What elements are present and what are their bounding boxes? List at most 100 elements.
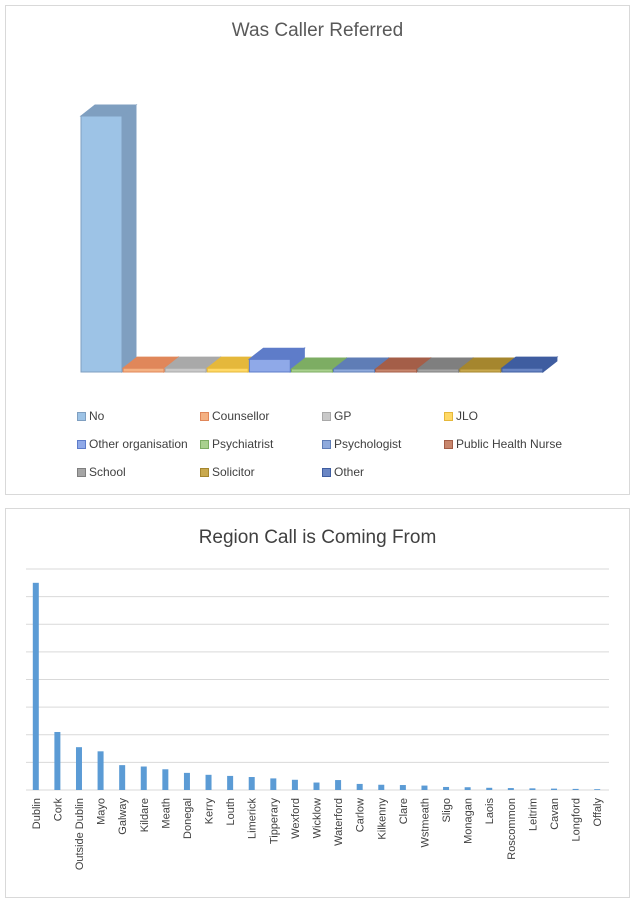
bar [421, 785, 428, 790]
tick-label: Cork [52, 798, 64, 822]
bar [79, 103, 138, 374]
bar [140, 766, 147, 790]
legend-swatch [77, 411, 86, 421]
tick-label: Offaly [592, 798, 604, 827]
legend-item: Public Health Nurse [444, 437, 562, 451]
bar [75, 747, 82, 790]
tick-label: Outside Dublin [74, 798, 86, 870]
legend-swatch [444, 411, 453, 421]
bar [119, 765, 126, 790]
legend-item: School [77, 465, 126, 479]
legend-item: JLO [444, 409, 478, 423]
bar [248, 777, 255, 790]
bar [313, 782, 320, 790]
bar-front [501, 367, 544, 373]
tick-label: Laois [484, 798, 496, 825]
tick-label: Cavan [549, 798, 561, 830]
bar-front [248, 358, 291, 373]
legend-label: Solicitor [212, 465, 255, 479]
tick-label: Mayo [96, 798, 108, 825]
legend-swatch [444, 439, 453, 449]
region-chart-panel: Region Call is Coming From Dublin Cork Out… [5, 508, 630, 898]
bar [54, 731, 61, 790]
tick-label: Meath [160, 798, 172, 829]
bar [378, 784, 385, 790]
referral-chart-panel: Was Caller Referred No Counsellor GP JLO Oth… [5, 5, 630, 495]
legend-swatch [200, 411, 209, 421]
tick-label: Tipperary [268, 798, 280, 845]
legend-item: Other organisation [77, 437, 188, 451]
bar [399, 785, 406, 790]
legend-swatch [200, 439, 209, 449]
legend-label: Psychologist [334, 437, 402, 451]
tick-label: Limerick [247, 798, 259, 839]
tick-label: Kilkenny [376, 798, 388, 840]
legend-label: School [89, 465, 126, 479]
legend-label: Counsellor [212, 409, 270, 423]
tick-label: Roscommon [506, 798, 518, 860]
bar [572, 788, 579, 790]
legend-item: GP [322, 409, 351, 423]
bar [270, 778, 277, 790]
bar [183, 772, 190, 790]
bar [356, 783, 363, 790]
tick-label: Kerry [204, 798, 216, 825]
tick-label: Wexford [290, 798, 302, 839]
tick-label: Donegal [182, 798, 194, 839]
referral-chart-plot [79, 103, 559, 374]
bar [227, 775, 234, 790]
tick-label: Galway [117, 798, 129, 835]
bar [97, 751, 104, 790]
bar-front [164, 367, 207, 373]
bar [486, 787, 493, 790]
legend-item: Counsellor [200, 409, 269, 423]
tick-label: Clare [398, 798, 410, 824]
legend-label: Psychiatrist [212, 437, 274, 451]
legend-item: Psychologist [322, 437, 401, 451]
bar-side [542, 356, 558, 374]
bar [500, 356, 559, 374]
legend-item: No [77, 409, 104, 423]
tick-label: Sligo [441, 798, 453, 822]
legend-item: Solicitor [200, 465, 255, 479]
tick-label: Louth [225, 798, 237, 826]
tick-label: Monagan [463, 798, 475, 844]
bar [594, 789, 601, 790]
tick-label: Wstmeath [419, 798, 431, 848]
legend-label: Other organisation [89, 437, 188, 451]
legend-label: Other [334, 465, 365, 479]
chart-title: Was Caller Referred [231, 20, 404, 41]
legend-swatch [77, 439, 86, 449]
region-chart-plot: Dublin Cork Outside Dublin Mayo Galway Kildar… [26, 568, 609, 870]
tick-label: Carlow [355, 798, 367, 832]
bar [32, 582, 39, 790]
bar-front [206, 367, 249, 373]
bar-front [80, 115, 123, 373]
legend-label: GP [334, 409, 352, 423]
tick-label: Waterford [333, 798, 345, 846]
legend-swatch [322, 467, 331, 477]
bar [529, 788, 536, 790]
legend-label: Public Health Nurse [456, 437, 563, 451]
bar [332, 356, 390, 374]
legend-item: Psychiatrist [200, 437, 273, 451]
bar [507, 788, 514, 790]
legend-swatch [200, 467, 209, 477]
bar [443, 786, 450, 790]
legend-swatch [322, 439, 331, 449]
tick-label: Leitrim [527, 798, 539, 831]
bar [162, 769, 169, 790]
bar [551, 788, 558, 790]
chart-title: Region Call is Coming From [198, 527, 437, 548]
legend-item: Other [322, 465, 364, 479]
legend-label: JLO [456, 409, 479, 423]
tick-label: Dublin [31, 798, 43, 829]
tick-label: Kildare [139, 798, 151, 832]
legend-swatch [322, 411, 331, 421]
legend-swatch [77, 467, 86, 477]
bar [464, 787, 471, 790]
bar [335, 780, 342, 790]
legend-label: No [89, 409, 105, 423]
bar [205, 774, 212, 790]
bar [291, 779, 298, 790]
